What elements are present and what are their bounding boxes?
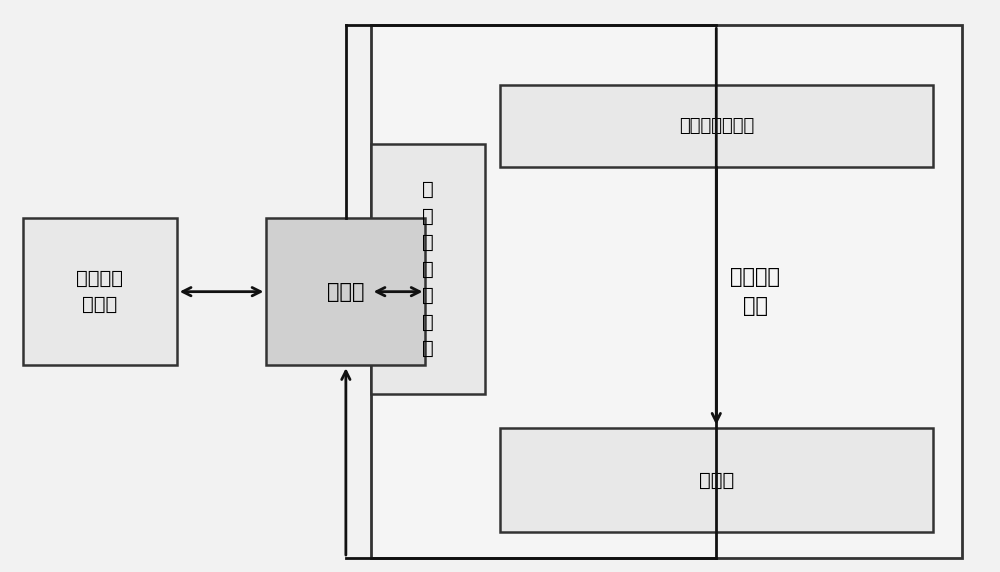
Bar <box>500 428 933 533</box>
Bar <box>23 218 177 366</box>
Bar <box>500 85 933 167</box>
Bar <box>266 218 425 366</box>
Text: 主控板: 主控板 <box>327 281 365 301</box>
Text: 方位轴: 方位轴 <box>699 471 734 490</box>
Text: 计算机控
制软件: 计算机控 制软件 <box>76 269 123 315</box>
Bar <box>371 25 962 558</box>
Text: 方
位
电
机
控
制
器: 方 位 电 机 控 制 器 <box>422 180 434 358</box>
Bar <box>371 144 485 394</box>
Text: 方位测速发电机: 方位测速发电机 <box>679 117 754 135</box>
Text: 方位电机
系统: 方位电机 系统 <box>730 267 780 316</box>
